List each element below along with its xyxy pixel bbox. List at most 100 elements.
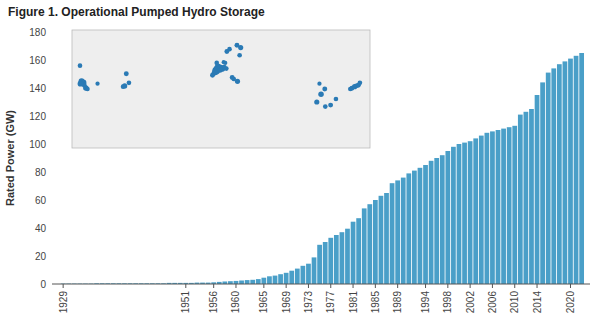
map-dot <box>222 60 226 64</box>
bar <box>373 200 378 284</box>
x-tick-label: 2020 <box>565 291 576 314</box>
bar <box>367 204 372 284</box>
x-axis-line <box>52 284 590 285</box>
x-tick <box>330 284 331 288</box>
map-dot <box>322 87 327 92</box>
x-tick <box>213 284 214 288</box>
x-tick <box>286 284 287 288</box>
x-tick <box>537 284 538 288</box>
map-dot <box>217 64 221 68</box>
bar <box>568 59 573 284</box>
x-tick-label: 1969 <box>281 291 292 314</box>
bar <box>434 158 439 284</box>
bar <box>351 222 356 284</box>
bar <box>340 232 345 284</box>
x-tick-label: 1989 <box>392 291 403 314</box>
x-tick-label: 2006 <box>487 291 498 314</box>
map-dot <box>95 82 99 86</box>
bar <box>429 161 434 284</box>
map-dot <box>358 81 363 86</box>
bar <box>289 271 294 284</box>
y-tick-label: 140 <box>29 83 46 94</box>
bar <box>524 112 529 284</box>
bar <box>445 151 450 284</box>
map-dot <box>323 104 328 109</box>
bar <box>267 276 272 284</box>
bar <box>261 278 266 284</box>
bar <box>356 218 361 284</box>
map-dot <box>78 81 84 87</box>
x-tick <box>353 284 354 288</box>
bar <box>401 178 406 284</box>
bar-chart: Figure 1. Operational Pumped Hydro Stora… <box>4 5 590 313</box>
map-dot <box>127 81 132 86</box>
bar <box>529 109 534 284</box>
x-tick <box>514 284 515 288</box>
bar <box>362 208 367 284</box>
map-dot <box>121 84 126 89</box>
bar <box>384 193 389 284</box>
y-tick-label: 160 <box>29 55 46 66</box>
x-tick <box>235 284 236 288</box>
x-tick-label: 1977 <box>325 291 336 314</box>
bar <box>250 280 255 284</box>
bar <box>273 276 278 284</box>
bar <box>284 273 289 284</box>
bar <box>278 274 283 284</box>
bar <box>484 133 489 284</box>
x-tick <box>447 284 448 288</box>
map-dot <box>78 63 83 68</box>
bar <box>496 130 501 284</box>
bar <box>563 61 568 284</box>
map-dot <box>224 66 229 71</box>
map-dot <box>237 53 242 58</box>
map-dot <box>318 92 324 98</box>
map-dot <box>235 79 240 84</box>
y-axis-label: Rated Power (GW) <box>4 110 16 206</box>
x-tick <box>185 284 186 288</box>
y-tick-label: 0 <box>40 279 46 290</box>
bar <box>301 266 306 284</box>
bar <box>423 165 428 284</box>
map-dot <box>314 99 319 104</box>
bar <box>312 257 317 284</box>
x-tick-label: 1960 <box>230 291 241 314</box>
y-tick-label: 100 <box>29 139 46 150</box>
bar <box>490 131 495 284</box>
map-dot <box>85 87 90 92</box>
y-tick-label: 80 <box>35 167 47 178</box>
bar <box>518 115 523 284</box>
map-dot <box>235 43 240 48</box>
map-dots <box>78 43 363 109</box>
x-tick <box>397 284 398 288</box>
chart: Figure 1. Operational Pumped Hydro Stora… <box>0 0 600 326</box>
x-tick <box>308 284 309 288</box>
bar <box>323 242 328 284</box>
x-tick-label: 1985 <box>370 291 381 314</box>
bar <box>306 264 311 284</box>
bar <box>535 95 540 284</box>
y-tick-label: 40 <box>35 223 47 234</box>
bar <box>317 245 322 284</box>
bar <box>395 180 400 284</box>
map-frame <box>72 30 370 148</box>
bar <box>501 129 506 284</box>
x-tick-label: 1956 <box>208 291 219 314</box>
bar <box>239 281 244 285</box>
bar <box>557 64 562 284</box>
map-dot <box>328 103 333 108</box>
bar <box>295 269 300 284</box>
x-tick-label: 2010 <box>509 291 520 314</box>
bar <box>418 168 423 284</box>
bar <box>334 235 339 284</box>
bar <box>507 127 512 284</box>
x-tick <box>375 284 376 288</box>
bar <box>245 280 250 284</box>
x-tick-label: 1965 <box>258 291 269 314</box>
bar <box>379 196 384 284</box>
bar <box>468 141 473 284</box>
bar <box>462 143 467 284</box>
bar <box>390 183 395 284</box>
bar <box>512 126 517 284</box>
x-tick <box>570 284 571 288</box>
